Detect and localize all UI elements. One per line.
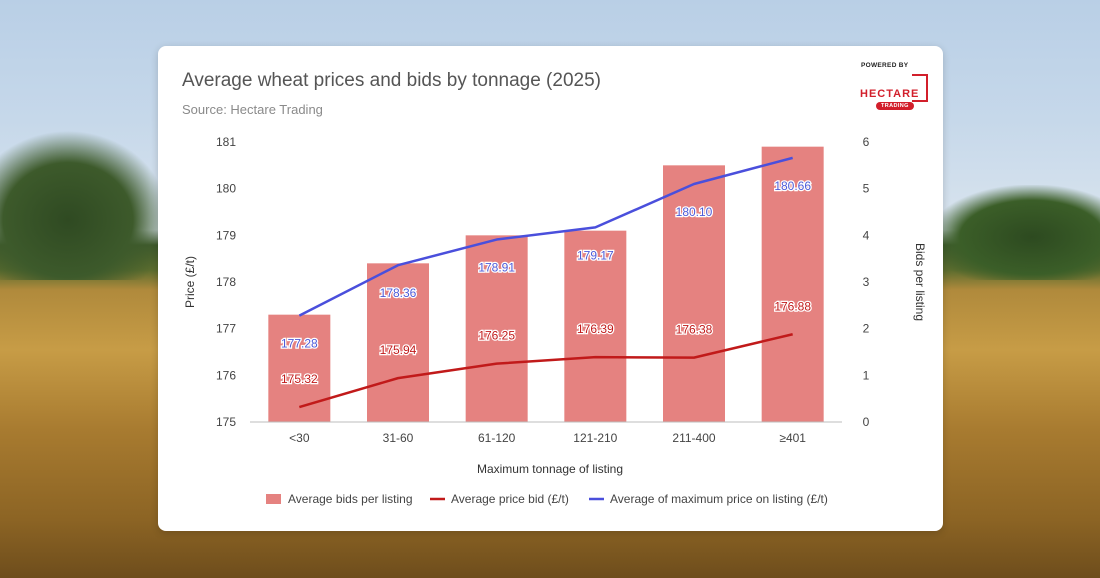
chart-title: Average wheat prices and bids by tonnage… bbox=[182, 70, 601, 91]
y2-tick-label: 6 bbox=[863, 135, 870, 149]
x-tick-label: <30 bbox=[289, 431, 310, 445]
data-label-max-price: 178.91 bbox=[478, 261, 515, 275]
background-trees-right bbox=[930, 185, 1100, 280]
y2-tick-label: 5 bbox=[863, 182, 870, 196]
logo-frame bbox=[912, 74, 928, 102]
y-tick-label: 181 bbox=[216, 135, 236, 149]
y-tick-label: 175 bbox=[216, 415, 236, 429]
combo-chart: Price (£/t) Bids per listing Maximum ton… bbox=[183, 135, 927, 506]
bar bbox=[367, 263, 429, 422]
bar bbox=[761, 146, 824, 422]
data-label-max-price: 180.10 bbox=[676, 205, 713, 219]
y-tick-label: 177 bbox=[216, 322, 236, 336]
y-tick-label: 176 bbox=[216, 368, 236, 382]
data-label-price-bid: 175.94 bbox=[380, 343, 417, 357]
y-tick-label: 178 bbox=[216, 275, 236, 289]
y2-axis-title: Bids per listing bbox=[913, 243, 927, 321]
line-max-price bbox=[298, 156, 793, 317]
bar bbox=[564, 230, 627, 422]
data-label-price-bid: 176.38 bbox=[676, 323, 713, 337]
data-label-max-price: 177.28 bbox=[281, 337, 318, 351]
data-label-max-price: 178.36 bbox=[380, 286, 417, 300]
legend-label-price-bid: Average price bid (£/t) bbox=[451, 492, 569, 506]
line-series bbox=[298, 156, 793, 409]
data-label-price-bid: 176.25 bbox=[478, 329, 515, 343]
x-tick-label: 211-400 bbox=[672, 431, 715, 445]
y-axis-title: Price (£/t) bbox=[183, 256, 197, 308]
y2-tick-label: 4 bbox=[863, 228, 870, 242]
logo-sub: TRADING bbox=[876, 102, 914, 110]
data-label-max-price: 179.17 bbox=[577, 248, 614, 262]
x-tick-label: 121-210 bbox=[573, 431, 617, 445]
x-tick-label: ≥401 bbox=[779, 431, 806, 445]
y-tick-label: 179 bbox=[216, 228, 236, 242]
y2-tick-label: 0 bbox=[863, 415, 870, 429]
legend-label-bids: Average bids per listing bbox=[288, 492, 413, 506]
data-label-price-bid: 176.88 bbox=[774, 299, 811, 313]
data-label-price-bid: 175.32 bbox=[281, 372, 318, 386]
y2-tick-label: 1 bbox=[863, 368, 870, 382]
bar-series bbox=[268, 146, 824, 422]
chart-subtitle: Source: Hectare Trading bbox=[182, 102, 323, 117]
x-tick-label: 31-60 bbox=[383, 431, 414, 445]
y2-tick-label: 3 bbox=[863, 275, 870, 289]
logo-powered-by: POWERED BY bbox=[861, 62, 909, 69]
legend-swatch-bids bbox=[266, 494, 281, 504]
bar bbox=[268, 314, 331, 422]
axes: Price (£/t) Bids per listing Maximum ton… bbox=[183, 135, 927, 476]
bar bbox=[465, 235, 528, 422]
data-label-max-price: 180.66 bbox=[774, 179, 811, 193]
line-price-bid bbox=[298, 333, 793, 409]
data-label-price-bid: 176.39 bbox=[577, 322, 614, 336]
logo-brand: HECTARE bbox=[860, 88, 920, 100]
data-labels: 175.32 175.94 176.25 176.39 176.38 176.88 177.… bbox=[280, 178, 813, 388]
chart-card: Average wheat prices and bids by tonnage… bbox=[158, 46, 943, 531]
background-trees-left bbox=[0, 130, 170, 280]
x-axis-title: Maximum tonnage of listing bbox=[477, 462, 623, 476]
x-tick-label: 61-120 bbox=[478, 431, 516, 445]
y-tick-label: 180 bbox=[216, 182, 236, 196]
hectare-logo: POWERED BY HECTARE TRADING bbox=[858, 60, 930, 114]
legend: Average bids per listing Average price b… bbox=[266, 492, 828, 506]
legend-label-max-price: Average of maximum price on listing (£/t… bbox=[610, 492, 828, 506]
y2-tick-label: 2 bbox=[863, 322, 870, 336]
bar bbox=[663, 165, 725, 422]
